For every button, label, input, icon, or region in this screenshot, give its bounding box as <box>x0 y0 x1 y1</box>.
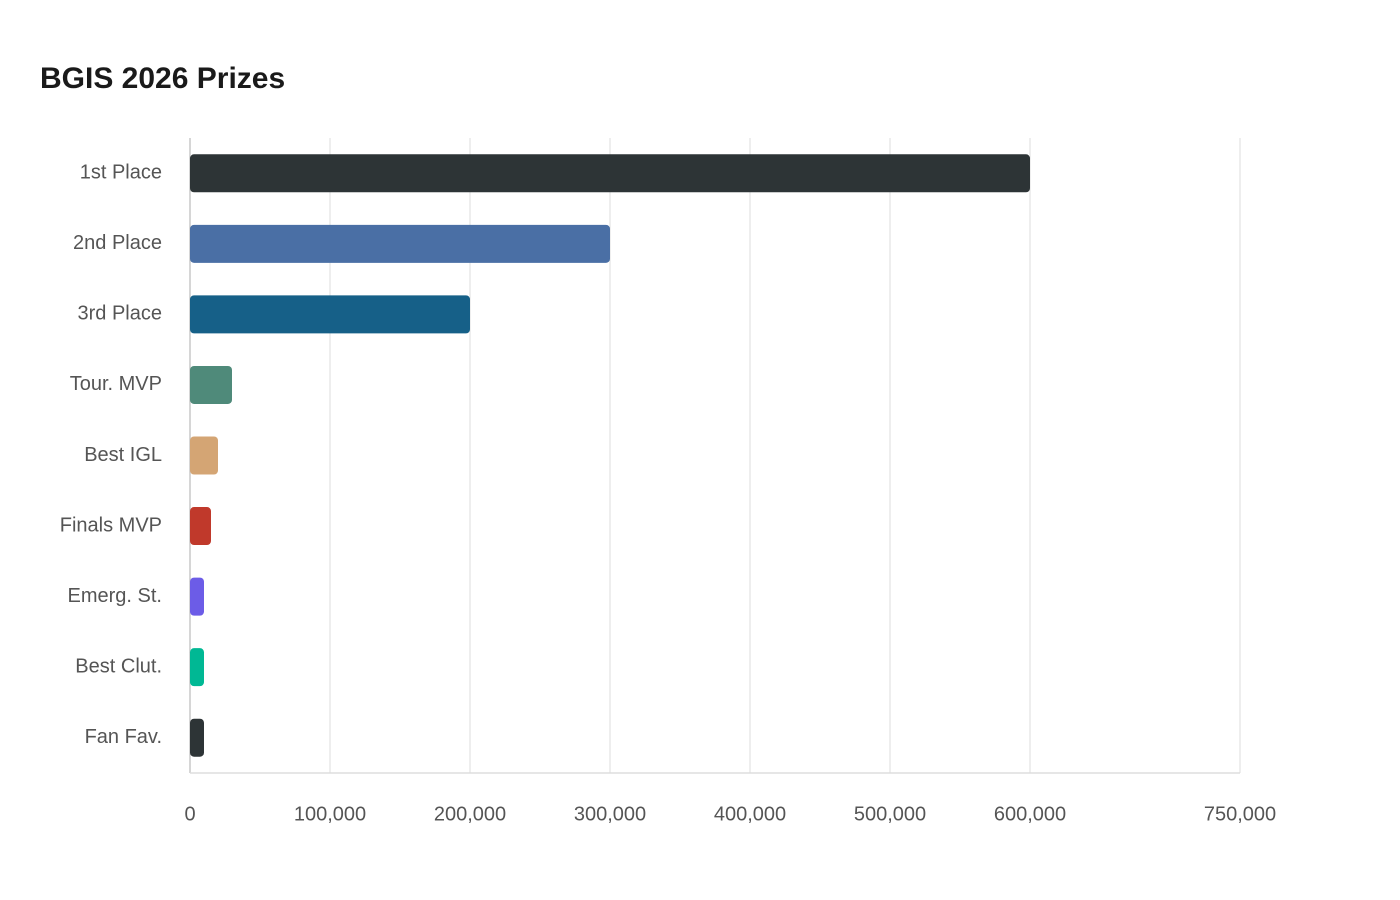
y-tick-label: Finals MVP <box>60 514 162 536</box>
bar <box>190 224 610 263</box>
bar <box>190 648 204 687</box>
x-tick-label: 200,000 <box>434 803 506 825</box>
x-tick-label: 500,000 <box>854 803 926 825</box>
bar <box>190 507 211 546</box>
x-tick-label: 300,000 <box>574 803 646 825</box>
x-tick-label: 400,000 <box>714 803 786 825</box>
x-tick-label: 600,000 <box>994 803 1066 825</box>
x-tick-label: 0 <box>184 803 195 825</box>
y-tick-label: Best IGL <box>84 444 162 466</box>
x-tick-label: 750,000 <box>1204 803 1276 825</box>
y-tick-label: Best Clut. <box>75 655 162 677</box>
x-tick-label: 100,000 <box>294 803 366 825</box>
y-tick-label: Tour. MVP <box>70 373 162 395</box>
bar <box>190 718 204 757</box>
chart-title: BGIS 2026 Prizes <box>40 62 285 95</box>
y-tick-label: Emerg. St. <box>68 585 162 607</box>
y-tick-label: 3rd Place <box>78 303 163 325</box>
bar <box>190 436 218 475</box>
bar <box>190 365 232 404</box>
y-tick-label: 1st Place <box>80 162 162 184</box>
bar <box>190 295 470 334</box>
bar <box>190 577 204 616</box>
y-tick-label: 2nd Place <box>73 232 162 254</box>
bar <box>190 154 1030 193</box>
y-tick-label: Fan Fav. <box>85 726 162 748</box>
